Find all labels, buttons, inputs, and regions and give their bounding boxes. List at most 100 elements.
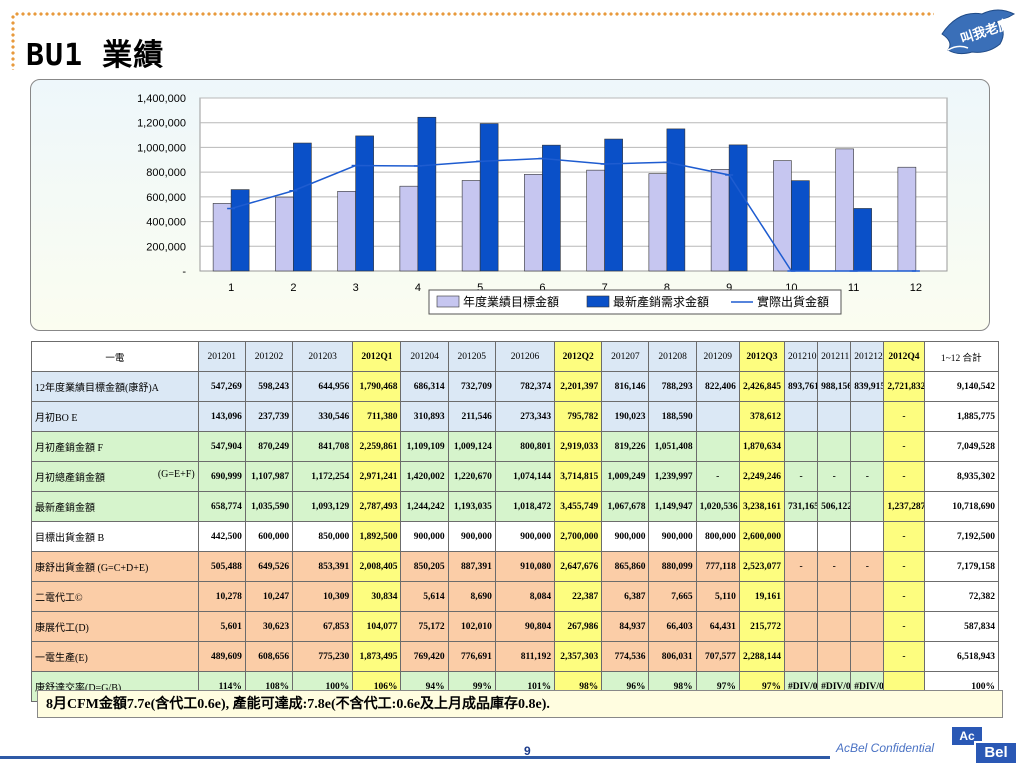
table-cell: 75,172 [400, 611, 449, 642]
table-cell: 1,220,670 [447, 461, 496, 492]
table-cell: 547,269 [197, 371, 246, 402]
bar-target [648, 173, 668, 272]
row-label-formula: (G=E+F) [157, 469, 195, 480]
table-cell: 608,656 [244, 641, 294, 672]
table-cell: 1,018,472 [494, 491, 556, 522]
table-cell: 900,000 [447, 521, 496, 552]
column-header: 201208 [648, 341, 697, 372]
table-cell: 686,314 [400, 371, 449, 402]
table-cell [817, 611, 852, 642]
bar-target [524, 174, 543, 272]
column-header: 201206 [494, 341, 556, 372]
table-cell: 841,708 [292, 431, 354, 462]
y-tick-label: 600,000 [146, 192, 186, 204]
table-cell: 104,077 [352, 611, 402, 642]
column-header: 201203 [292, 341, 354, 372]
table-cell: 850,000 [292, 521, 354, 552]
bar-demand [293, 142, 312, 272]
table-cell: 30,623 [244, 611, 294, 642]
table-row: 目標出貨金額 B 442,500 600,000 850,000 1,892,500 90… [31, 521, 1000, 552]
row-label: 一電生產(E) [31, 641, 199, 672]
table-cell [850, 611, 885, 642]
table-cell: 598,243 [244, 371, 294, 402]
row-label-text: 月初BO E [35, 413, 78, 424]
table-cell: 19,161 [738, 581, 786, 612]
table-cell: 190,023 [601, 401, 650, 432]
row-label-text: 月初產銷金額 F [35, 443, 104, 454]
table-cell: 1,149,947 [648, 491, 697, 522]
table-cell: 2,919,033 [554, 431, 603, 462]
table-cell: 1,067,678 [601, 491, 650, 522]
table-cell [817, 521, 852, 552]
x-tick-label: 9 [726, 282, 732, 294]
row-label-text: 二電代工© [35, 593, 83, 604]
row-label-text: 康舒出貨金額 (G=C+D+E) [35, 563, 149, 574]
brand-bottom: Bel [974, 741, 1016, 763]
table-cell: 644,956 [292, 371, 354, 402]
bar-target [337, 191, 356, 272]
table-cell: 853,391 [292, 551, 354, 582]
row-label-text: 一電生產(E) [35, 653, 88, 664]
y-tick-label: 800,000 [146, 167, 186, 179]
table-cell: 1,237,287 [883, 491, 925, 522]
table-cell: 880,099 [648, 551, 697, 582]
table-cell: 782,374 [494, 371, 556, 402]
eagle-logo: 叫我老鷹! [941, 9, 1018, 55]
table-cell: 707,577 [695, 641, 740, 672]
table-cell: 1,035,590 [244, 491, 294, 522]
table-cell: 10,247 [244, 581, 294, 612]
row-label: 康舒出貨金額 (G=C+D+E) [31, 551, 199, 582]
table-cell: 2,523,077 [738, 551, 786, 582]
table-row: 12年度業績目標金額(康舒)A 547,269 598,243 644,956 1,79… [31, 371, 1000, 402]
column-header: 201201 [197, 341, 246, 372]
table-cell: 649,526 [244, 551, 294, 582]
table-cell: 1,790,468 [352, 371, 402, 402]
table-cell: 2,600,000 [738, 521, 786, 552]
table-cell: 9,140,542 [923, 371, 1000, 402]
table-cell: 3,455,749 [554, 491, 603, 522]
table-cell: 8,084 [494, 581, 556, 612]
table-cell [783, 581, 819, 612]
table-cell: 819,226 [601, 431, 650, 462]
legend-label: 實際出貨金額 [757, 294, 829, 309]
bar-target [586, 169, 605, 272]
page-number: 9 [524, 744, 531, 758]
x-tick-label: 12 [910, 282, 922, 294]
column-header: 2012Q4 [883, 341, 925, 372]
table-cell: 5,614 [400, 581, 449, 612]
y-tick-label: 1,200,000 [137, 118, 186, 130]
table-cell: 1,892,500 [352, 521, 402, 552]
bar-demand [853, 208, 872, 272]
table-cell: 188,590 [648, 401, 697, 432]
bar-target [399, 185, 419, 272]
table-cell: 6,387 [601, 581, 650, 612]
table-cell [850, 641, 885, 672]
table-cell: 910,080 [494, 551, 556, 582]
table-cell: 1,074,144 [494, 461, 556, 492]
column-header: 201210 [783, 341, 819, 372]
bar-demand [230, 189, 250, 272]
table-cell: 2,647,676 [554, 551, 603, 582]
table-cell: - [817, 551, 852, 582]
table-cell: - [850, 551, 885, 582]
table-cell: 5,601 [197, 611, 246, 642]
confidential-label: AcBel Confidential [836, 741, 935, 755]
table-cell: 1,244,242 [400, 491, 449, 522]
x-tick-label: 3 [353, 282, 359, 294]
bar-demand [791, 180, 810, 272]
left-dotted-border [11, 14, 15, 70]
table-cell: 769,420 [400, 641, 449, 672]
plot-area [199, 97, 948, 272]
bar-target [461, 180, 481, 272]
row-label: 月初BO E [31, 401, 199, 432]
table-cell: 2,249,246 [738, 461, 786, 492]
table-cell: 378,612 [738, 401, 786, 432]
table-cell: 22,387 [554, 581, 603, 612]
table-cell: 1,107,987 [244, 461, 294, 492]
bar-demand [728, 144, 748, 272]
x-tick-label: 1 [228, 282, 234, 294]
page-title: BU1 業績 [26, 38, 165, 73]
table-cell: 839,915 [850, 371, 885, 402]
table-cell: 2,721,832 [883, 371, 925, 402]
bar-target [773, 160, 792, 272]
